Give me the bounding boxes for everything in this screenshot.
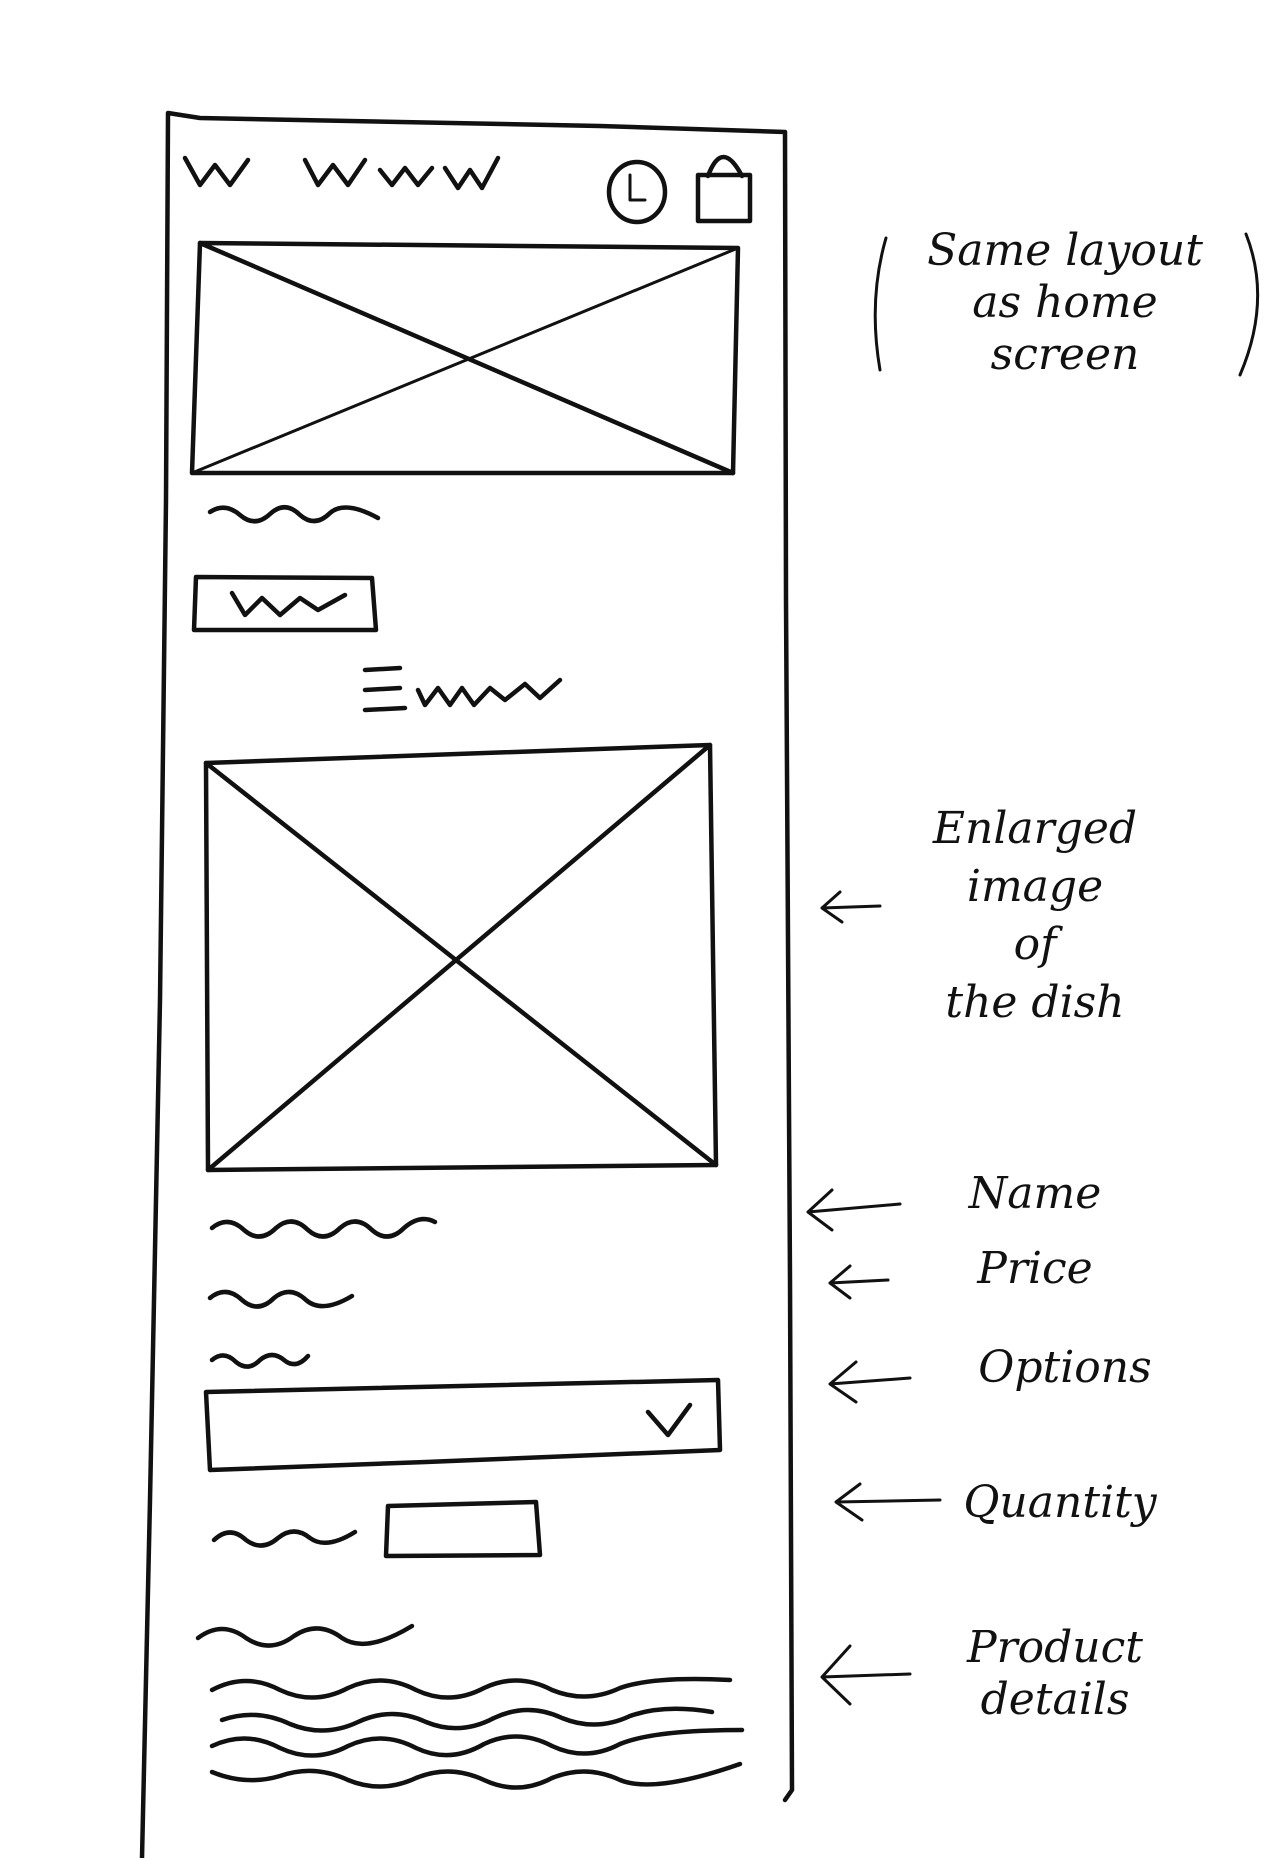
dish-price-placeholder bbox=[207, 1289, 355, 1309]
dish-name-placeholder bbox=[209, 1216, 438, 1239]
price-note: Price bbox=[977, 1243, 1093, 1294]
banner-title-placeholder bbox=[207, 505, 381, 524]
quantity-input[interactable] bbox=[383, 1499, 543, 1559]
product-details-placeholder bbox=[195, 1623, 745, 1790]
layout-note-paren-left bbox=[873, 236, 888, 372]
phone-frame bbox=[139, 110, 795, 1858]
left-arrow-icon bbox=[806, 890, 942, 1706]
quantity-note: Quantity bbox=[963, 1477, 1157, 1528]
options-dropdown[interactable] bbox=[203, 1377, 723, 1473]
layout-note: Same layout as home screen bbox=[927, 225, 1203, 380]
clock-icon[interactable] bbox=[606, 159, 668, 225]
product-details-note: Product details bbox=[967, 1622, 1143, 1725]
checkmark-chevron-icon bbox=[645, 1402, 693, 1438]
layout-note-paren-right bbox=[1238, 232, 1260, 377]
hamburger-menu-icon[interactable] bbox=[362, 665, 408, 713]
shopping-bag-icon[interactable] bbox=[695, 154, 753, 224]
options-label-placeholder bbox=[209, 1352, 311, 1369]
banner-button[interactable] bbox=[191, 574, 379, 633]
options-note: Options bbox=[978, 1342, 1152, 1393]
banner-image-placeholder bbox=[189, 240, 741, 476]
logo-placeholder bbox=[182, 155, 501, 191]
image-note: Enlarged image of the dish bbox=[932, 803, 1138, 1028]
quantity-label-placeholder bbox=[211, 1529, 358, 1548]
name-note: Name bbox=[968, 1168, 1102, 1219]
menu-label-placeholder bbox=[415, 677, 563, 708]
dish-image-placeholder bbox=[203, 742, 719, 1173]
